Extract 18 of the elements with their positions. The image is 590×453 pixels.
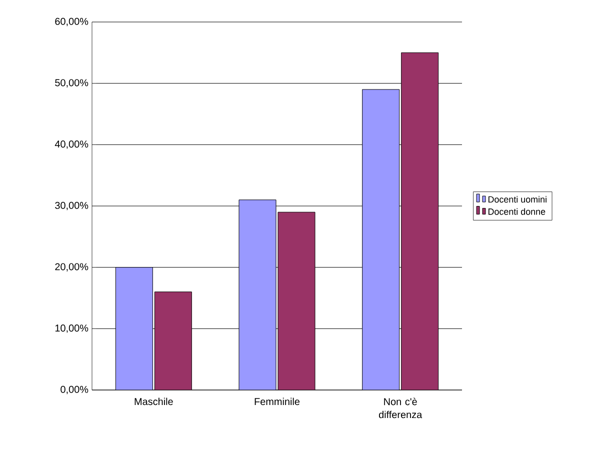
legend-label: Docenti uomini	[488, 196, 546, 203]
bar	[278, 212, 316, 390]
y-tick-label: 50,00%	[55, 79, 88, 88]
x-tick-label: Femminile	[254, 398, 300, 406]
y-tick-label: 40,00%	[54, 140, 88, 149]
x-tick-label: Non c'è differenza	[378, 398, 422, 418]
legend-label: Docenti donne	[488, 208, 546, 215]
bar	[115, 267, 153, 390]
y-tick-label: 30,00%	[55, 202, 88, 210]
y-tick-label: 10,00%	[55, 324, 88, 333]
x-tick-label: Maschile	[134, 398, 173, 406]
y-tick-label: 20,00%	[55, 263, 88, 272]
y-tick-label: 0,00%	[60, 386, 88, 394]
bar	[154, 292, 192, 390]
bar	[238, 200, 276, 390]
y-tick-label: 60,00%	[55, 18, 88, 26]
bar	[362, 89, 400, 390]
bar	[401, 52, 439, 390]
